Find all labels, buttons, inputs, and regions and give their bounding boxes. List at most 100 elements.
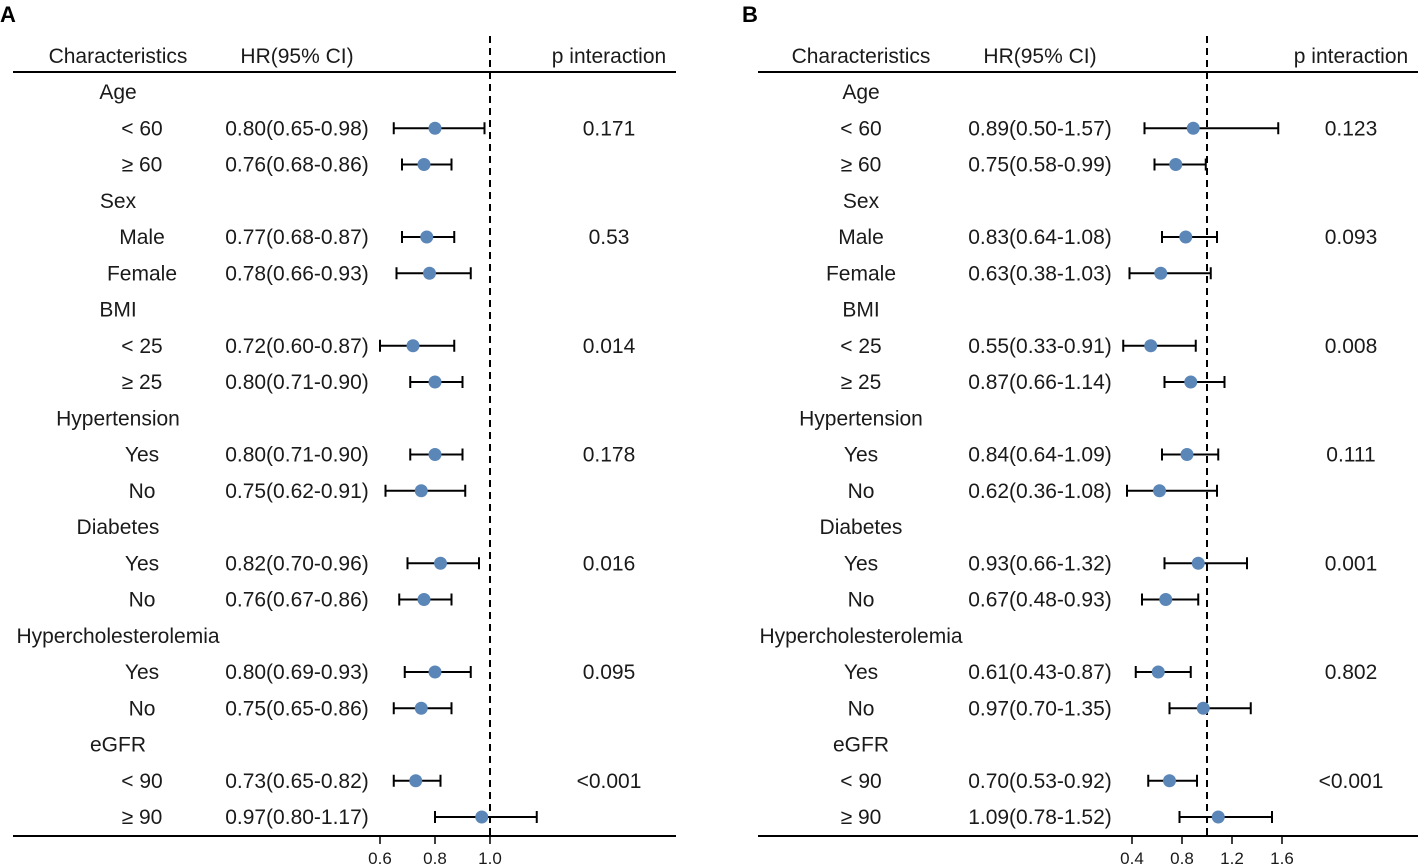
row-label: < 25 bbox=[840, 335, 881, 358]
row-label: < 90 bbox=[840, 770, 881, 793]
p-interaction-value: <0.001 bbox=[577, 770, 642, 793]
hr-point bbox=[428, 121, 442, 135]
hr-ci-text: 0.83(0.64-1.08) bbox=[968, 226, 1112, 249]
group-label: BMI bbox=[99, 299, 136, 322]
hr-point bbox=[475, 810, 489, 824]
p-interaction-value: 0.093 bbox=[1325, 226, 1378, 249]
row-label: No bbox=[129, 697, 156, 720]
hr-ci-text: 0.82(0.70-0.96) bbox=[225, 552, 369, 575]
header-characteristics: Characteristics bbox=[792, 45, 931, 68]
row-label: Yes bbox=[125, 661, 159, 684]
hr-ci-text: 0.80(0.65-0.98) bbox=[225, 117, 369, 140]
hr-point bbox=[1154, 266, 1168, 280]
group-label: Age bbox=[99, 81, 136, 104]
hr-point bbox=[428, 448, 442, 461]
p-interaction-value: 0.178 bbox=[583, 444, 636, 467]
x-tick-label: 0.8 bbox=[423, 849, 447, 866]
row-label: No bbox=[848, 480, 875, 503]
group-label: BMI bbox=[842, 299, 879, 322]
hr-ci-text: 0.72(0.60-0.87) bbox=[225, 335, 369, 358]
group-label: Diabetes bbox=[77, 516, 160, 539]
hr-ci-text: 0.76(0.67-0.86) bbox=[225, 589, 369, 612]
x-tick-label: 0.4 bbox=[1120, 849, 1144, 866]
group-label: eGFR bbox=[833, 734, 889, 757]
group-label: eGFR bbox=[90, 734, 146, 757]
row-label: No bbox=[129, 480, 156, 503]
panel-label: B bbox=[742, 2, 758, 27]
row-label: No bbox=[848, 589, 875, 612]
header-p-interaction: p interaction bbox=[552, 45, 666, 68]
hr-ci-text: 0.70(0.53-0.92) bbox=[968, 770, 1112, 793]
p-interaction-value: 0.095 bbox=[583, 661, 636, 684]
hr-ci-text: 0.75(0.65-0.86) bbox=[225, 697, 369, 720]
row-label: Male bbox=[119, 226, 165, 249]
hr-ci-text: 1.09(0.78-1.52) bbox=[968, 806, 1112, 829]
x-tick-label: 0.6 bbox=[368, 849, 392, 866]
panel-b: B Characteristics HR(95% CI) p interaction 0… bbox=[742, 2, 1418, 866]
hr-ci-text: 0.80(0.69-0.93) bbox=[225, 661, 369, 684]
row-label: Female bbox=[107, 262, 177, 285]
x-tick-label: 1.0 bbox=[478, 849, 502, 866]
group-label: Hypercholesterolemia bbox=[759, 625, 962, 648]
row-label: ≥ 60 bbox=[841, 154, 882, 177]
x-tick-label: 1.2 bbox=[1220, 849, 1244, 866]
hr-ci-text: 0.63(0.38-1.03) bbox=[968, 262, 1112, 285]
hr-point bbox=[420, 230, 434, 244]
row-label: < 60 bbox=[840, 117, 881, 140]
hr-ci-text: 0.80(0.71-0.90) bbox=[225, 371, 369, 394]
hr-point bbox=[1159, 593, 1173, 606]
row-label: < 60 bbox=[121, 117, 162, 140]
group-label: Sex bbox=[843, 190, 880, 213]
p-interaction-value: 0.171 bbox=[583, 117, 636, 140]
header-characteristics: Characteristics bbox=[49, 45, 188, 68]
row-label: < 90 bbox=[121, 770, 162, 793]
hr-point bbox=[428, 665, 442, 679]
hr-ci-text: 0.87(0.66-1.14) bbox=[968, 371, 1112, 394]
hr-ci-text: 0.75(0.62-0.91) bbox=[225, 480, 369, 503]
hr-point bbox=[409, 774, 423, 788]
hr-ci-text: 0.84(0.64-1.09) bbox=[968, 444, 1112, 467]
hr-ci-text: 0.78(0.66-0.93) bbox=[225, 262, 369, 285]
group-label: Diabetes bbox=[820, 516, 903, 539]
hr-ci-text: 0.80(0.71-0.90) bbox=[225, 444, 369, 467]
row-label: No bbox=[129, 589, 156, 612]
hr-ci-text: 0.67(0.48-0.93) bbox=[968, 589, 1112, 612]
hr-point bbox=[1180, 448, 1194, 461]
hr-point bbox=[414, 484, 428, 498]
hr-ci-text: 0.61(0.43-0.87) bbox=[968, 661, 1112, 684]
row-label: ≥ 25 bbox=[841, 371, 882, 394]
p-interaction-value: 0.001 bbox=[1325, 552, 1378, 575]
hr-point bbox=[414, 701, 428, 715]
hr-point bbox=[1153, 484, 1166, 498]
hr-point bbox=[1169, 158, 1183, 171]
group-label: Hypertension bbox=[56, 407, 180, 430]
hr-point bbox=[423, 266, 436, 280]
header-p-interaction: p interaction bbox=[1294, 45, 1408, 68]
row-label: ≥ 90 bbox=[841, 806, 882, 829]
hr-point bbox=[1179, 230, 1193, 244]
row-label: ≥ 25 bbox=[122, 371, 163, 394]
panel-a: A Characteristics HR(95% CI) p interaction 0… bbox=[0, 2, 676, 866]
hr-point bbox=[428, 375, 442, 389]
hr-point bbox=[1186, 121, 1200, 135]
row-label: Male bbox=[838, 226, 884, 249]
panel-label: A bbox=[0, 2, 16, 27]
p-interaction-value: 0.123 bbox=[1325, 117, 1378, 140]
p-interaction-value: 0.53 bbox=[589, 226, 630, 249]
row-label: Yes bbox=[844, 444, 878, 467]
group-label: Sex bbox=[100, 190, 137, 213]
hr-ci-text: 0.97(0.80-1.17) bbox=[225, 806, 369, 829]
hr-point bbox=[406, 339, 420, 353]
header-hr: HR(95% CI) bbox=[983, 45, 1096, 68]
group-label: Hypercholesterolemia bbox=[16, 625, 219, 648]
x-tick-label: 1.6 bbox=[1270, 849, 1294, 866]
hr-point bbox=[417, 593, 431, 606]
hr-point bbox=[417, 158, 431, 171]
hr-point bbox=[1151, 665, 1165, 679]
hr-point bbox=[1211, 810, 1225, 824]
header-hr: HR(95% CI) bbox=[240, 45, 353, 68]
row-label: Yes bbox=[844, 661, 878, 684]
hr-point bbox=[1191, 556, 1205, 570]
